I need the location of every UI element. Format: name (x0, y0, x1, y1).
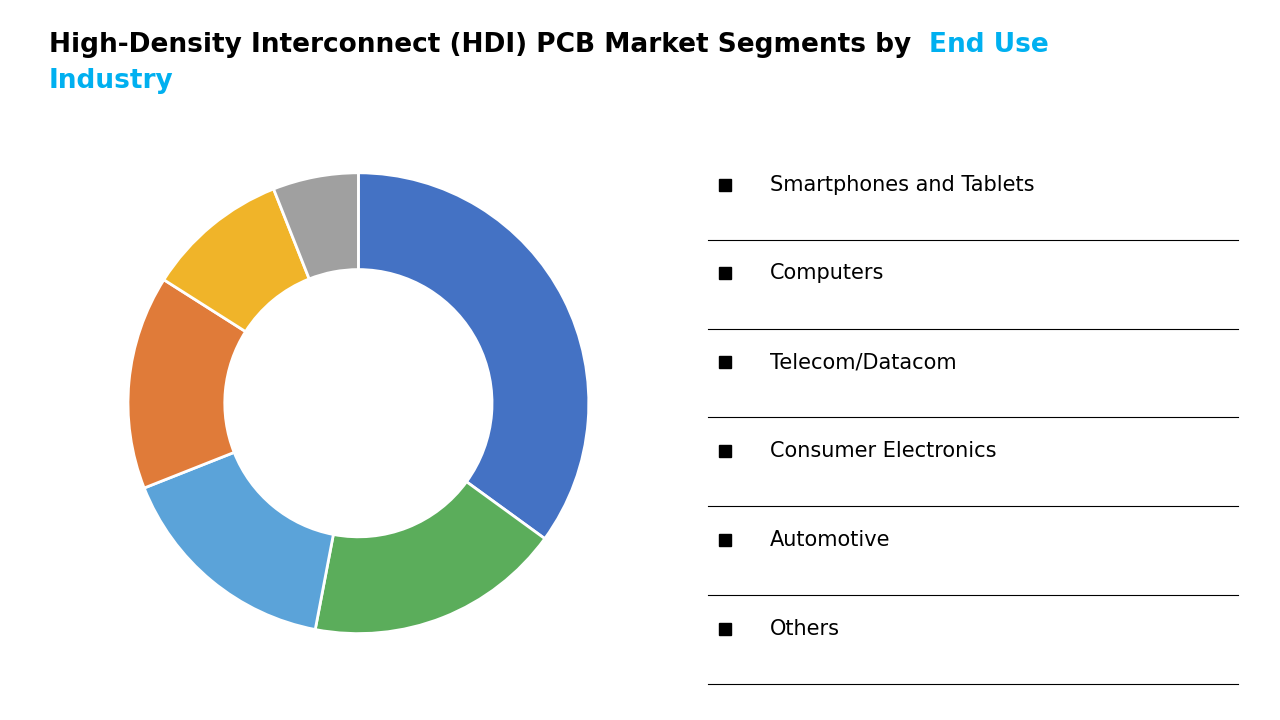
Wedge shape (274, 173, 358, 279)
Text: Telecom/Datacom: Telecom/Datacom (771, 352, 956, 372)
Text: Consumer Electronics: Consumer Electronics (771, 441, 997, 461)
Text: Smartphones and Tablets: Smartphones and Tablets (771, 175, 1034, 194)
Text: Others: Others (771, 618, 840, 639)
Wedge shape (315, 482, 545, 634)
Text: High-Density Interconnect (HDI) PCB Market Segments by: High-Density Interconnect (HDI) PCB Mark… (49, 32, 920, 58)
Wedge shape (358, 173, 589, 539)
Wedge shape (128, 280, 246, 488)
Text: Industry: Industry (49, 68, 173, 94)
Text: Computers: Computers (771, 264, 884, 284)
Wedge shape (145, 452, 333, 629)
Text: Automotive: Automotive (771, 530, 891, 550)
Wedge shape (164, 189, 310, 332)
Text: End Use: End Use (929, 32, 1050, 58)
